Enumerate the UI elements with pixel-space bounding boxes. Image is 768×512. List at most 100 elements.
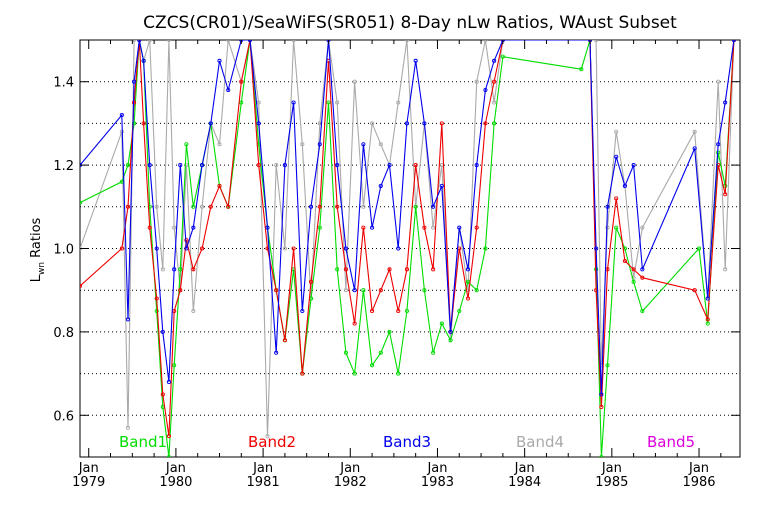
point-band1-33 bbox=[370, 363, 375, 368]
point-band4-33 bbox=[370, 121, 375, 126]
legend-entry-band4: Band4 bbox=[516, 433, 564, 451]
point-band3-32 bbox=[361, 142, 366, 147]
point-band3-16 bbox=[217, 58, 222, 63]
point-band3-34 bbox=[378, 183, 383, 188]
point-band2-29 bbox=[335, 204, 340, 209]
point-band1-45 bbox=[474, 288, 479, 293]
point-band4-32 bbox=[361, 204, 366, 209]
point-band2-60 bbox=[723, 192, 728, 197]
point-band2-45 bbox=[474, 225, 479, 230]
point-band2-24 bbox=[291, 246, 296, 251]
point-band1-27 bbox=[317, 225, 322, 230]
point-band2-9 bbox=[166, 434, 171, 439]
x-tick-year-5: 1984 bbox=[508, 475, 541, 490]
point-band3-54 bbox=[622, 183, 627, 188]
point-band3-30 bbox=[343, 246, 348, 251]
point-band1-56 bbox=[631, 279, 636, 284]
x-tick-year-7: 1986 bbox=[682, 475, 715, 490]
point-band1-47 bbox=[492, 121, 497, 126]
point-band3-53 bbox=[614, 154, 619, 159]
point-band2-30 bbox=[343, 267, 348, 272]
point-band2-14 bbox=[200, 246, 205, 251]
point-band4-46 bbox=[483, 40, 488, 43]
point-band3-61 bbox=[731, 40, 736, 43]
point-band2-13 bbox=[191, 267, 196, 272]
point-band3-35 bbox=[387, 163, 392, 168]
point-band2-6 bbox=[147, 225, 152, 230]
point-band3-38 bbox=[413, 58, 418, 63]
point-band3-11 bbox=[178, 163, 183, 168]
y-axis-label-subscript: wn bbox=[37, 262, 47, 275]
point-band2-51 bbox=[599, 404, 604, 410]
x-tick-year-2: 1981 bbox=[247, 475, 280, 490]
point-band2-31 bbox=[352, 321, 357, 326]
x-tick-month-2: Jan bbox=[252, 461, 273, 476]
point-band1-37 bbox=[404, 308, 409, 314]
series-line-band3 bbox=[80, 40, 735, 395]
point-band4-29 bbox=[335, 100, 340, 105]
point-band2-40 bbox=[431, 267, 436, 272]
series-line-band4 bbox=[80, 40, 735, 437]
point-band3-41 bbox=[439, 183, 444, 188]
legend: Band1 Band2 Band3 Band4 Band5 bbox=[119, 433, 695, 451]
series-band4 bbox=[80, 40, 736, 439]
point-band1-32 bbox=[361, 288, 366, 293]
point-band1-34 bbox=[378, 350, 383, 355]
point-band1-58 bbox=[696, 246, 702, 251]
legend-entry-band1: Band1 bbox=[119, 433, 167, 451]
point-band3-4 bbox=[137, 40, 142, 43]
x-tick-month-7: Jan bbox=[688, 461, 709, 476]
point-band4-24 bbox=[291, 40, 296, 43]
point-band3-17 bbox=[226, 87, 231, 93]
point-band2-23 bbox=[282, 338, 287, 343]
point-band2-37 bbox=[404, 267, 409, 272]
point-band3-2 bbox=[125, 317, 131, 322]
point-band2-57 bbox=[692, 288, 697, 293]
x-tick-year-6: 1985 bbox=[595, 475, 628, 490]
point-band3-39 bbox=[422, 121, 427, 126]
point-band4-23 bbox=[282, 246, 287, 251]
y-tick-label-0: 0.6 bbox=[53, 409, 74, 424]
point-band2-7 bbox=[154, 296, 159, 301]
point-band3-60 bbox=[723, 100, 728, 105]
point-band1-28 bbox=[326, 100, 331, 105]
point-band3-26 bbox=[308, 204, 314, 209]
point-band2-1 bbox=[119, 246, 124, 251]
y-tick-label-3: 1.2 bbox=[53, 159, 74, 174]
point-band1-38 bbox=[413, 204, 418, 209]
point-band4-7 bbox=[154, 204, 159, 209]
chart-title: CZCS(CR01)/SeaWiFS(SR051) 8-Day nLw Rati… bbox=[143, 13, 677, 33]
y-tick-label-2: 1.0 bbox=[53, 243, 74, 258]
point-band4-53 bbox=[614, 129, 619, 134]
point-band4-31 bbox=[352, 79, 357, 84]
point-band3-40 bbox=[431, 204, 436, 209]
x-tick-year-1: 1980 bbox=[159, 475, 192, 490]
point-band4-37 bbox=[404, 40, 409, 43]
x-tick-month-3: Jan bbox=[339, 461, 360, 476]
point-band2-5 bbox=[141, 121, 146, 126]
point-band1-46 bbox=[483, 246, 488, 251]
point-band3-42 bbox=[448, 329, 453, 334]
point-band1-0 bbox=[80, 200, 83, 205]
point-band3-1 bbox=[119, 113, 124, 118]
point-band2-11 bbox=[178, 288, 183, 293]
point-band3-44 bbox=[465, 267, 471, 272]
point-band3-25 bbox=[300, 308, 305, 314]
point-band2-39 bbox=[422, 225, 427, 230]
point-band3-21 bbox=[265, 225, 270, 230]
point-band4-45 bbox=[474, 79, 479, 84]
point-band1-53 bbox=[605, 363, 610, 368]
point-band4-12 bbox=[184, 163, 189, 168]
point-band2-20 bbox=[256, 163, 261, 168]
point-band4-50 bbox=[594, 40, 599, 43]
point-band2-27 bbox=[317, 204, 322, 209]
point-band2-32 bbox=[361, 225, 366, 230]
point-band2-46 bbox=[483, 121, 488, 126]
point-band3-52 bbox=[605, 204, 610, 209]
plot-area bbox=[79, 39, 741, 458]
legend-entry-band3: Band3 bbox=[383, 433, 431, 451]
point-band1-29 bbox=[335, 267, 340, 272]
point-band3-57 bbox=[692, 146, 697, 151]
y-axis-label-main: L bbox=[29, 274, 44, 282]
